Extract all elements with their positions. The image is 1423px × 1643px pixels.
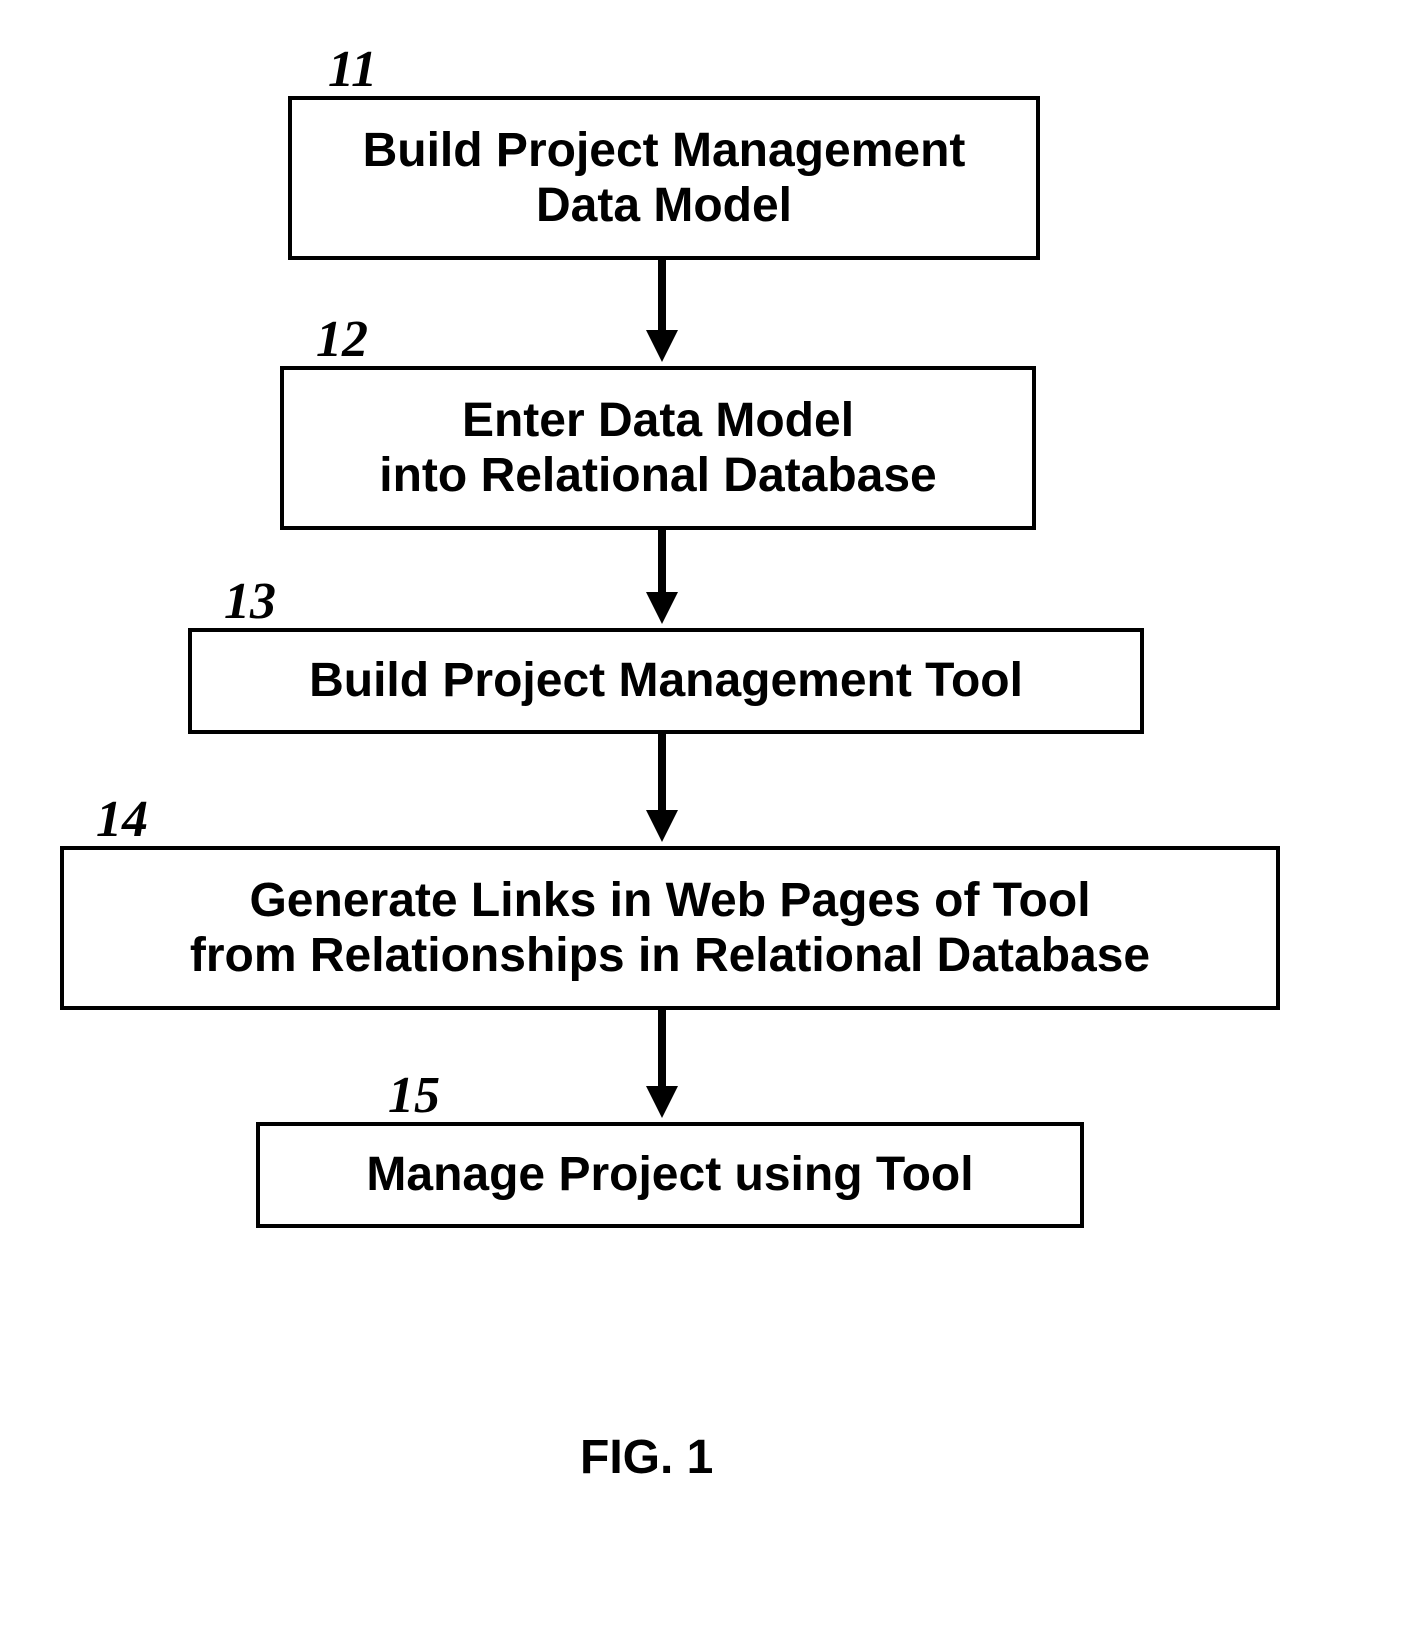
node-ref-15: 15 xyxy=(388,1066,440,1125)
node-generate-links: Generate Links in Web Pages of Tool from… xyxy=(60,846,1280,1010)
node-manage-project: Manage Project using Tool xyxy=(256,1122,1084,1228)
node-build-data-model: Build Project Management Data Model xyxy=(288,96,1040,260)
node-enter-data-model: Enter Data Model into Relational Databas… xyxy=(280,366,1036,530)
flowchart-canvas: 11 Build Project Management Data Model 1… xyxy=(0,0,1423,1643)
node-ref-13: 13 xyxy=(224,572,276,631)
node-ref-12: 12 xyxy=(316,310,368,369)
node-ref-11: 11 xyxy=(328,40,377,99)
node-ref-14: 14 xyxy=(96,790,148,849)
node-build-tool: Build Project Management Tool xyxy=(188,628,1144,734)
figure-caption: FIG. 1 xyxy=(580,1430,713,1485)
